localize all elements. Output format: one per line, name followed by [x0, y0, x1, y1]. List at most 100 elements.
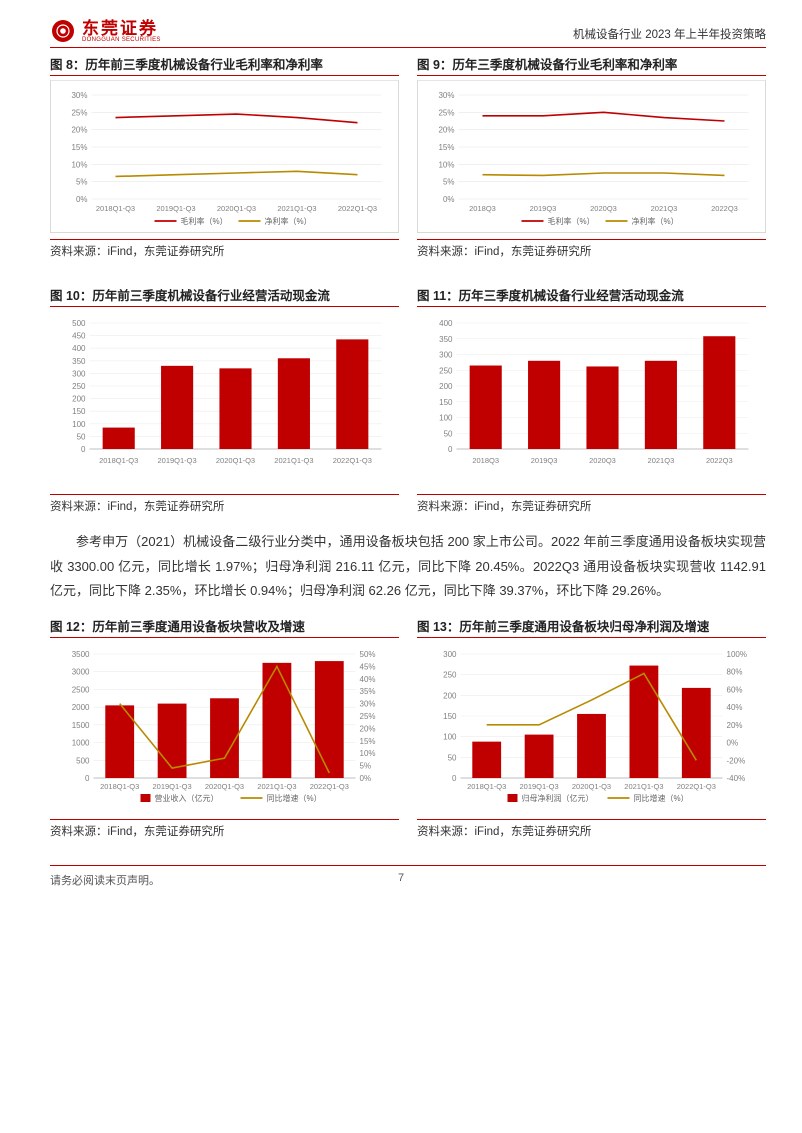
svg-text:-20%: -20% — [727, 756, 746, 765]
svg-text:100%: 100% — [727, 650, 747, 659]
svg-text:15%: 15% — [71, 143, 87, 152]
svg-text:100: 100 — [443, 733, 457, 742]
svg-text:50: 50 — [448, 753, 457, 762]
svg-text:0%: 0% — [76, 195, 88, 204]
figure-10: 图 10：历年前三季度机械设备行业经营活动现金流 050100150200250… — [50, 285, 399, 514]
svg-text:2019Q1-Q3: 2019Q1-Q3 — [519, 782, 558, 791]
svg-text:150: 150 — [439, 398, 453, 407]
svg-text:2021Q1-Q3: 2021Q1-Q3 — [624, 782, 663, 791]
figure-10-source: 资料来源：iFind，东莞证券研究所 — [50, 494, 399, 514]
svg-text:20%: 20% — [360, 724, 376, 733]
svg-text:250: 250 — [439, 366, 453, 375]
svg-text:30%: 30% — [360, 700, 376, 709]
figure-9-title: 图 9：历年三季度机械设备行业毛利率和净利率 — [417, 54, 766, 76]
svg-text:40%: 40% — [360, 675, 376, 684]
figure-13-title: 图 13：历年前三季度通用设备板块归母净利润及增速 — [417, 616, 766, 638]
svg-text:2018Q1-Q3: 2018Q1-Q3 — [96, 204, 135, 213]
svg-text:5%: 5% — [443, 178, 455, 187]
svg-text:2021Q3: 2021Q3 — [651, 204, 678, 213]
svg-text:30%: 30% — [71, 91, 87, 100]
svg-text:2022Q1-Q3: 2022Q1-Q3 — [338, 204, 377, 213]
svg-text:20%: 20% — [71, 126, 87, 135]
svg-text:2022Q1-Q3: 2022Q1-Q3 — [333, 456, 372, 465]
figure-13: 图 13：历年前三季度通用设备板块归母净利润及增速 05010015020025… — [417, 616, 766, 839]
svg-text:2022Q3: 2022Q3 — [706, 456, 733, 465]
svg-text:350: 350 — [72, 357, 86, 366]
svg-text:500: 500 — [72, 319, 86, 328]
svg-text:60%: 60% — [727, 685, 743, 694]
svg-text:同比增速（%）: 同比增速（%） — [267, 793, 322, 803]
svg-text:20%: 20% — [438, 126, 454, 135]
svg-text:300: 300 — [443, 650, 457, 659]
svg-text:2022Q3: 2022Q3 — [711, 204, 738, 213]
svg-text:毛利率（%）: 毛利率（%） — [181, 216, 228, 226]
svg-text:45%: 45% — [360, 662, 376, 671]
paragraph-text: 参考申万（2021）机械设备二级行业分类中，通用设备板块包括 200 家上市公司… — [50, 530, 766, 604]
svg-text:同比增速（%）: 同比增速（%） — [634, 793, 689, 803]
chart-9-svg: 0%5%10%15%20%25%30%2018Q32019Q32020Q3202… — [424, 87, 759, 227]
svg-text:150: 150 — [443, 712, 457, 721]
figure-8: 图 8：历年前三季度机械设备行业毛利率和净利率 0%5%10%15%20%25%… — [50, 54, 399, 259]
svg-text:450: 450 — [72, 332, 86, 341]
page: 东莞证券 DONGGUAN SECURITIES 机械设备行业 2023 年上半… — [0, 0, 802, 1133]
svg-text:250: 250 — [72, 382, 86, 391]
figure-12-source: 资料来源：iFind，东莞证券研究所 — [50, 819, 399, 839]
svg-text:1000: 1000 — [72, 739, 90, 748]
svg-text:归母净利润（亿元）: 归母净利润（亿元） — [522, 793, 594, 803]
svg-text:0: 0 — [452, 774, 457, 783]
svg-text:2018Q1-Q3: 2018Q1-Q3 — [467, 782, 506, 791]
figure-9-source: 资料来源：iFind，东莞证券研究所 — [417, 239, 766, 259]
footer-disclaimer: 请务必阅读末页声明。 — [50, 872, 160, 888]
svg-text:35%: 35% — [360, 687, 376, 696]
svg-text:5%: 5% — [360, 762, 372, 771]
svg-text:2021Q1-Q3: 2021Q1-Q3 — [277, 204, 316, 213]
svg-text:150: 150 — [72, 407, 86, 416]
figure-11-title: 图 11：历年三季度机械设备行业经营活动现金流 — [417, 285, 766, 307]
svg-text:2020Q1-Q3: 2020Q1-Q3 — [205, 782, 244, 791]
svg-text:0%: 0% — [727, 739, 739, 748]
svg-text:2018Q1-Q3: 2018Q1-Q3 — [100, 782, 139, 791]
svg-text:2018Q3: 2018Q3 — [472, 456, 499, 465]
figure-8-source: 资料来源：iFind，东莞证券研究所 — [50, 239, 399, 259]
svg-text:40%: 40% — [727, 703, 743, 712]
svg-text:-40%: -40% — [727, 774, 746, 783]
svg-text:2020Q3: 2020Q3 — [590, 204, 617, 213]
svg-text:2019Q1-Q3: 2019Q1-Q3 — [156, 204, 195, 213]
svg-text:10%: 10% — [360, 749, 376, 758]
page-footer: 请务必阅读末页声明。 7 — [50, 866, 766, 888]
svg-text:2019Q3: 2019Q3 — [531, 456, 558, 465]
svg-text:100: 100 — [72, 420, 86, 429]
svg-text:毛利率（%）: 毛利率（%） — [548, 216, 595, 226]
page-number: 7 — [398, 872, 404, 884]
svg-text:0%: 0% — [360, 774, 372, 783]
svg-text:50: 50 — [444, 429, 453, 438]
svg-text:300: 300 — [439, 351, 453, 360]
svg-text:净利率（%）: 净利率（%） — [265, 216, 312, 226]
svg-text:2022Q1-Q3: 2022Q1-Q3 — [310, 782, 349, 791]
svg-text:5%: 5% — [76, 178, 88, 187]
logo-icon — [50, 18, 78, 44]
svg-text:3000: 3000 — [72, 668, 90, 677]
chart-11-svg: 0501001502002503003504002018Q32019Q32020… — [423, 317, 760, 467]
figure-12: 图 12：历年前三季度通用设备板块营收及增速 05001000150020002… — [50, 616, 399, 839]
svg-text:2500: 2500 — [72, 685, 90, 694]
svg-text:100: 100 — [439, 414, 453, 423]
chart-10-svg: 0501001502002503003504004505002018Q1-Q32… — [56, 317, 393, 467]
svg-text:25%: 25% — [71, 108, 87, 117]
svg-text:50: 50 — [77, 432, 86, 441]
svg-text:15%: 15% — [438, 143, 454, 152]
figure-12-title: 图 12：历年前三季度通用设备板块营收及增速 — [50, 616, 399, 638]
svg-text:400: 400 — [439, 319, 453, 328]
svg-text:2018Q3: 2018Q3 — [469, 204, 496, 213]
svg-text:2021Q3: 2021Q3 — [648, 456, 675, 465]
svg-text:3500: 3500 — [72, 650, 90, 659]
svg-text:50%: 50% — [360, 650, 376, 659]
figure-10-title: 图 10：历年前三季度机械设备行业经营活动现金流 — [50, 285, 399, 307]
svg-text:25%: 25% — [360, 712, 376, 721]
svg-text:2020Q1-Q3: 2020Q1-Q3 — [216, 456, 255, 465]
svg-text:20%: 20% — [727, 721, 743, 730]
svg-text:2020Q1-Q3: 2020Q1-Q3 — [217, 204, 256, 213]
svg-text:400: 400 — [72, 344, 86, 353]
svg-text:0: 0 — [85, 774, 90, 783]
svg-text:200: 200 — [443, 691, 457, 700]
